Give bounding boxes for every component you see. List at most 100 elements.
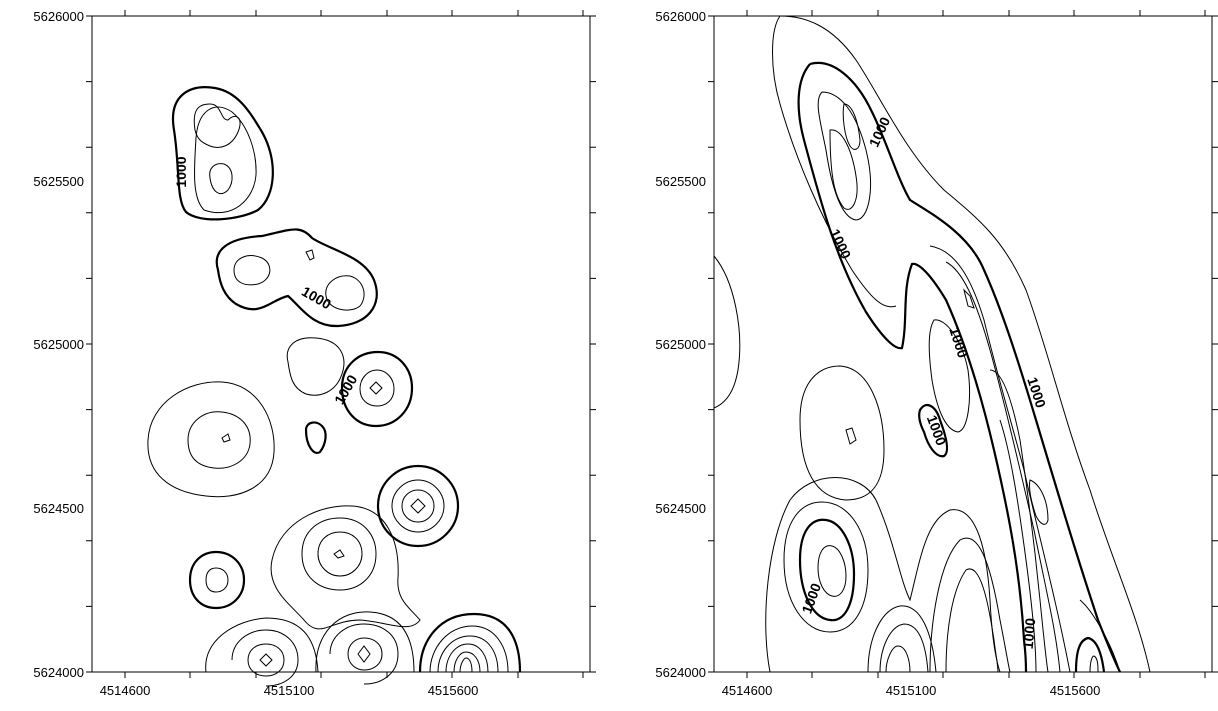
right-contour-1000-bottom: [1074, 636, 1106, 673]
right-contour-left-edge: [713, 255, 741, 409]
left-plot-frame: [91, 15, 591, 673]
right-contour-lower-1: [867, 605, 937, 673]
left-y-ticks: [86, 15, 92, 673]
right-contour-bottom-2: [1079, 599, 1121, 673]
right-contour-band-5: [989, 369, 1049, 673]
left-contour-1000-bean: [304, 421, 327, 454]
right-contour-lower-4: [945, 568, 999, 673]
left-contour-1000-small-ring: [188, 550, 246, 610]
left-contour-big-outer: [147, 381, 275, 498]
right-contour-lower-2: [879, 623, 929, 673]
left-contour-bottom-mid-outer: [315, 611, 415, 673]
right-contour-lower-5: [885, 645, 911, 673]
right-contour-label: 1000: [946, 325, 971, 360]
right-contour-bottom-1: [1089, 655, 1099, 673]
left-contour-bottom-right-3: [445, 643, 489, 673]
right-contour-1000-ridge-left: [797, 63, 1028, 673]
left-contour-lower-mid2: [317, 531, 363, 577]
left-contour-ring-core: [369, 381, 383, 395]
right-extra-contour-labels: 1000 1000: [798, 581, 1038, 650]
right-y-tick-labels: 5626000 5625500 5625000 5624500 5624000: [655, 9, 706, 680]
right-right-ticks: [1212, 15, 1218, 673]
left-contour-bottom-left-inner: [247, 643, 285, 677]
right-y-tick-label: 5624500: [655, 501, 706, 516]
right-x-tick-label: 4515600: [1050, 683, 1101, 698]
left-contour-lower-ring-core: [410, 498, 426, 514]
left-contour-top-inner: [194, 106, 257, 214]
left-contour-ring-inner: [359, 369, 395, 407]
left-y-tick-label: 5626000: [33, 9, 84, 24]
left-contour-small-ring-inner: [205, 567, 229, 593]
right-contour-ridge-inner-1: [817, 91, 872, 221]
right-contour-label: 1000: [1020, 617, 1039, 650]
right-contour-ridge-inner-2: [829, 129, 858, 210]
right-contour-cluster-outer: [765, 477, 1001, 673]
right-contour-1000-ridge: [809, 61, 1121, 673]
left-y-tick-label: 5625500: [33, 174, 84, 189]
right-contour-ridge-inner-3: [842, 103, 861, 150]
left-contour-1000-top: [171, 86, 274, 221]
left-x-tick-labels: 4514600 4515100 4515600: [100, 683, 479, 698]
left-contour-lower-outer: [270, 505, 421, 630]
left-contour-big-inner: [187, 411, 251, 469]
right-contour-1000-bean: [918, 403, 949, 458]
left-contour-map: 5626000 5625500 5625000 5624500 5624000 …: [33, 9, 596, 698]
right-y-tick-label: 5624000: [655, 665, 706, 680]
right-contour-band-7: [999, 419, 1037, 673]
right-contour-band-6: [1029, 479, 1049, 525]
left-contour-lower-core: [333, 549, 345, 559]
left-contour-label: 1000: [173, 156, 189, 187]
right-x-tick-label: 4515100: [886, 683, 937, 698]
right-x-tick-label: 4514600: [722, 683, 773, 698]
left-contour-bottom-right-1: [429, 625, 509, 673]
right-y-tick-label: 5625500: [655, 174, 706, 189]
right-contour-cluster-inner: [817, 545, 847, 597]
left-contour-1000-second: [215, 228, 378, 328]
left-contour-bottom-mid-core: [357, 645, 371, 663]
left-contour-big-core: [221, 433, 231, 443]
left-contour-mid-blob: [286, 337, 345, 396]
left-y-tick-label: 5624000: [33, 665, 84, 680]
left-x-tick-label: 4515600: [428, 683, 479, 698]
right-contour-label: 1000: [827, 226, 855, 261]
left-contour-top-inner2: [193, 103, 241, 148]
left-right-ticks: [590, 15, 596, 673]
left-contour-bottom-right-5: [459, 657, 473, 673]
right-x-ticks: [746, 10, 1206, 678]
left-contour-lower-mid: [301, 517, 377, 591]
left-y-tick-label: 5624500: [33, 501, 84, 516]
right-contour-ridge-outer-left: [772, 15, 897, 308]
right-y-tick-label: 5625000: [655, 337, 706, 352]
right-contour-band-2: [945, 261, 1061, 673]
right-contour-cluster-mid: [783, 501, 869, 633]
left-contour-bottom-mid-mid: [329, 623, 399, 685]
left-contour-bottom-mid-inner: [347, 637, 383, 671]
right-contour-oval-outer: [799, 365, 885, 501]
left-contour-label: 1000: [331, 372, 361, 407]
left-contour-bottom-left-outer: [205, 617, 319, 673]
left-contour-label: 1000: [299, 283, 334, 313]
left-contour-lower-ring-2: [401, 489, 435, 523]
left-contour-second-b: [325, 275, 365, 311]
left-contour-top-core: [209, 163, 233, 194]
left-contour-lower-ring-1: [391, 479, 445, 533]
left-contour-1000-lower-ring: [376, 464, 460, 548]
right-contour-oval-core: [845, 427, 857, 445]
left-y-tick-labels: 5626000 5625500 5625000 5624500 5624000: [33, 9, 84, 680]
left-contour-bottom-left-core: [259, 653, 273, 667]
right-contour-lower-3: [929, 537, 1011, 673]
left-ticks: [86, 10, 596, 678]
right-contour-map: 5626000 5625500 5625000 5624500 5624000 …: [655, 9, 1218, 698]
left-contour-1000-ring: [340, 350, 414, 428]
right-x-tick-labels: 4514600 4515100 4515600: [722, 683, 1101, 698]
right-contour-label: 1000: [866, 114, 894, 149]
right-contour-lines: [713, 15, 1151, 673]
left-contour-bottom-right-2: [437, 635, 499, 673]
right-contour-band-1: [929, 245, 1071, 673]
left-contour-bottom-right-4: [453, 651, 481, 673]
right-contour-ridge-outer: [779, 15, 1151, 673]
left-x-tick-label: 4515100: [264, 683, 315, 698]
left-contour-bottom-left-mid: [231, 629, 299, 687]
